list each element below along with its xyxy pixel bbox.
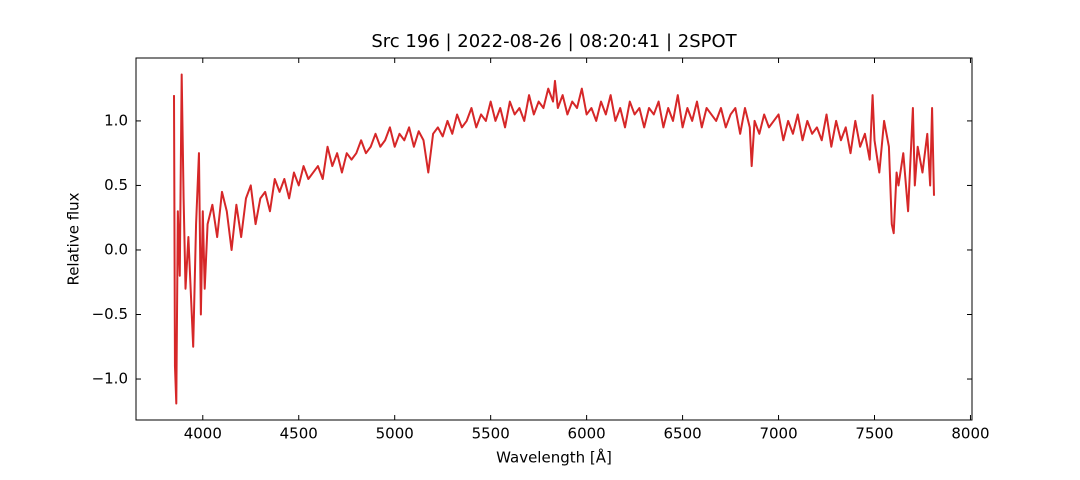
y-tick-label: 1.0 — [104, 111, 128, 129]
y-tick-label: −0.5 — [92, 305, 128, 323]
y-axis-label: Relative flux — [65, 192, 83, 285]
x-tick-label: 5000 — [376, 425, 414, 443]
x-tick-label: 4000 — [184, 425, 222, 443]
spectrum-line — [173, 73, 935, 405]
x-tick-label: 4500 — [280, 425, 318, 443]
y-tick-label: −1.0 — [92, 370, 128, 388]
x-tick-label: 8000 — [951, 425, 989, 443]
y-tick-label: 0.0 — [104, 240, 128, 258]
y-tick-label: 0.5 — [104, 176, 128, 194]
x-tick-label: 6000 — [568, 425, 606, 443]
x-tick-label: 7500 — [855, 425, 893, 443]
plot-frame — [135, 57, 973, 421]
chart-title: Src 196 | 2022-08-26 | 08:20:41 | 2SPOT — [371, 31, 737, 52]
x-tick-label: 7000 — [759, 425, 797, 443]
x-tick-label: 5500 — [472, 425, 510, 443]
x-axis-label: Wavelength [Å] — [496, 448, 612, 467]
x-tick-label: 6500 — [663, 425, 701, 443]
